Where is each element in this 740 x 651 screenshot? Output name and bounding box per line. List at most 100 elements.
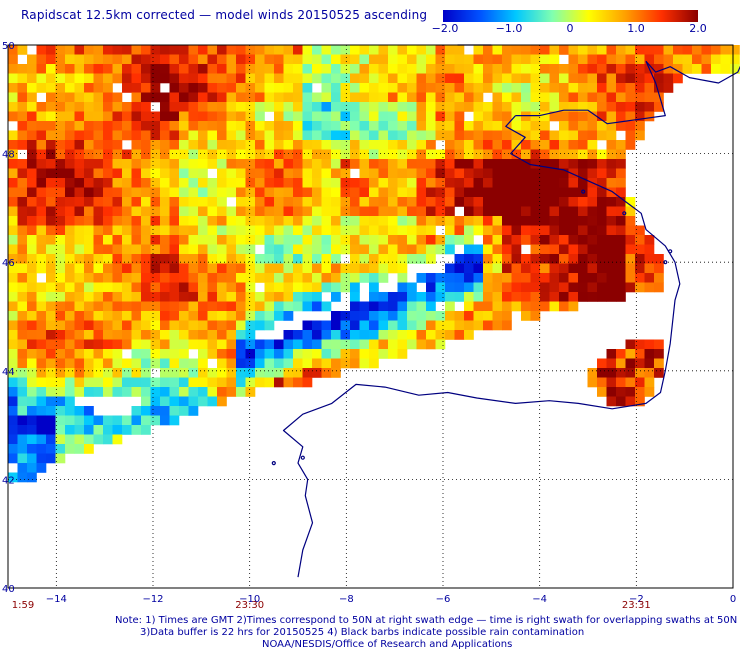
wind-cell <box>578 111 588 122</box>
wind-cell <box>359 187 370 198</box>
wind-cell <box>274 263 284 274</box>
wind-cell <box>198 368 208 378</box>
wind-cell <box>264 159 275 169</box>
wind-cell <box>331 244 341 255</box>
wind-cell <box>435 130 446 141</box>
wind-cell <box>397 92 408 103</box>
wind-cell <box>530 64 541 74</box>
wind-cell <box>283 225 294 236</box>
wind-cell <box>179 73 189 84</box>
wind-cell <box>597 263 607 274</box>
wind-cell <box>378 159 389 169</box>
wind-cell <box>55 282 66 293</box>
wind-cell <box>65 377 75 388</box>
wind-cell <box>511 206 522 217</box>
wind-cell <box>454 273 465 283</box>
wind-cell <box>473 320 484 331</box>
wind-cell <box>198 159 208 169</box>
wind-cell <box>331 206 341 217</box>
wind-cell <box>198 178 208 188</box>
wind-cell <box>55 187 66 198</box>
wind-cell <box>635 339 645 350</box>
wind-cell <box>274 244 284 255</box>
wind-cell <box>321 244 332 255</box>
wind-cell <box>644 54 655 65</box>
island <box>622 211 627 216</box>
wind-cell <box>65 301 75 312</box>
wind-cell <box>93 83 104 93</box>
wind-cell <box>321 64 332 74</box>
wind-cell <box>74 197 85 207</box>
wind-cell <box>122 387 132 397</box>
wind-cell <box>179 396 189 407</box>
wind-cell <box>65 358 75 369</box>
wind-cell <box>625 368 636 378</box>
wind-cell <box>122 159 132 169</box>
wind-cell <box>74 45 85 55</box>
wind-cell <box>217 339 227 350</box>
wind-cell <box>207 64 218 74</box>
wind-cell <box>55 206 66 217</box>
wind-cell <box>55 149 66 160</box>
wind-cell <box>74 178 85 188</box>
wind-cell <box>606 368 617 378</box>
wind-cell <box>217 377 227 388</box>
wind-cell <box>312 73 322 84</box>
wind-cell <box>597 187 607 198</box>
wind-cell <box>397 140 408 150</box>
wind-cell <box>378 111 389 122</box>
wind-cell <box>255 149 265 160</box>
wind-cell <box>597 64 607 74</box>
wind-cell <box>464 54 474 65</box>
wind-cell <box>264 225 275 236</box>
wind-cell <box>207 92 218 103</box>
wind-cell <box>597 197 607 207</box>
wind-cell <box>397 130 408 141</box>
wind-cell <box>625 225 636 236</box>
wind-cell <box>559 235 569 245</box>
wind-cell <box>511 121 522 131</box>
wind-cell <box>17 263 28 274</box>
wind-cell <box>549 197 560 207</box>
wind-cell <box>141 406 151 416</box>
wind-cell <box>293 349 303 359</box>
wind-cell <box>207 320 218 331</box>
wind-cell <box>46 434 56 445</box>
wind-cell <box>416 149 427 160</box>
wind-cell <box>188 330 199 340</box>
wind-cell <box>46 358 56 369</box>
wind-cell <box>578 64 588 74</box>
lon-tick-label: 0 <box>730 594 736 605</box>
wind-cell <box>8 273 18 283</box>
wind-cell <box>236 121 246 131</box>
wind-cell <box>264 102 275 112</box>
wind-cell <box>17 206 28 217</box>
wind-cell <box>350 73 360 84</box>
wind-cell <box>103 387 113 397</box>
wind-cell <box>55 111 66 122</box>
wind-cell <box>302 111 313 122</box>
wind-cell <box>597 83 607 93</box>
wind-cell <box>226 358 237 369</box>
wind-cell <box>65 292 75 302</box>
wind-cell <box>483 320 493 331</box>
wind-cell <box>331 73 341 84</box>
wind-cell <box>93 320 104 331</box>
wind-cell <box>492 178 503 188</box>
wind-cell <box>36 45 47 55</box>
wind-cell <box>217 102 227 112</box>
wind-cell <box>122 273 132 283</box>
wind-cell <box>245 339 256 350</box>
wind-cell <box>483 282 493 293</box>
wind-cell <box>369 102 379 112</box>
wind-cell <box>559 92 569 103</box>
wind-cell <box>84 254 94 264</box>
wind-cell <box>226 368 237 378</box>
wind-cell <box>407 64 417 74</box>
wind-cell <box>511 301 522 312</box>
wind-cell <box>169 320 180 331</box>
wind-cell <box>198 358 208 369</box>
wind-cell <box>331 45 341 55</box>
wind-cell <box>359 330 370 340</box>
wind-cell <box>226 311 237 321</box>
